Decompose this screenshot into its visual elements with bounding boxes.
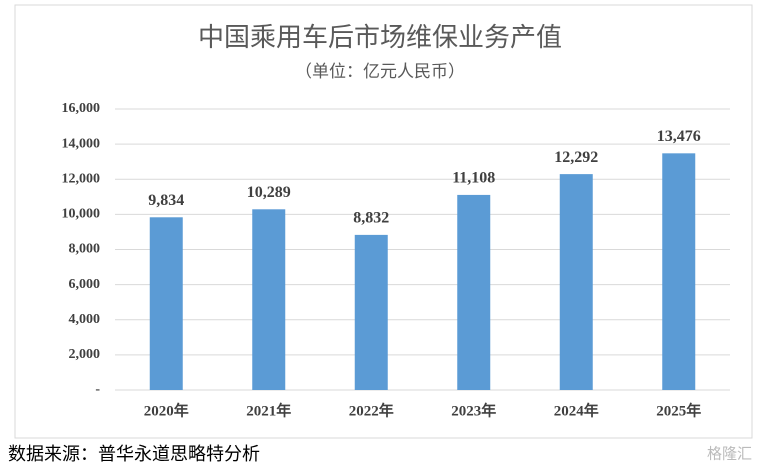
chart-title: 中国乘用车后市场维保业务产值 (198, 23, 562, 52)
data-label: 9,834 (148, 192, 184, 209)
data-label: 8,832 (353, 210, 389, 227)
data-label: 13,476 (657, 128, 701, 145)
data-label: 10,289 (247, 184, 291, 201)
y-tick-label: 10,000 (62, 207, 101, 222)
x-tick-label: 2022年 (349, 401, 394, 419)
y-tick-label: - (95, 382, 100, 397)
x-tick-label: 2024年 (554, 401, 599, 419)
bar (559, 174, 593, 390)
chart-subtitle: （单位：亿元人民币） (295, 62, 465, 81)
watermark: 格隆汇 (707, 445, 752, 462)
y-tick-label: 8,000 (69, 242, 101, 257)
y-tick-label: 6,000 (69, 277, 101, 292)
bar (662, 153, 696, 390)
bar (354, 234, 388, 390)
x-tick-label: 2025年 (656, 401, 701, 419)
y-tick-label: 4,000 (69, 312, 101, 327)
x-tick-label: 2020年 (144, 401, 189, 419)
y-tick-label: 16,000 (62, 101, 101, 116)
source-note: 数据来源：普华永道思略特分析 (8, 444, 260, 464)
bar (252, 209, 286, 390)
y-tick-label: 2,000 (69, 347, 101, 362)
bar (149, 217, 183, 390)
y-tick-label: 12,000 (62, 171, 101, 186)
x-tick-label: 2023年 (451, 401, 496, 419)
data-label: 12,292 (554, 149, 598, 166)
y-tick-label: 14,000 (62, 136, 101, 151)
x-tick-label: 2021年 (246, 401, 291, 419)
data-label: 11,108 (452, 170, 495, 187)
bar (457, 194, 491, 390)
